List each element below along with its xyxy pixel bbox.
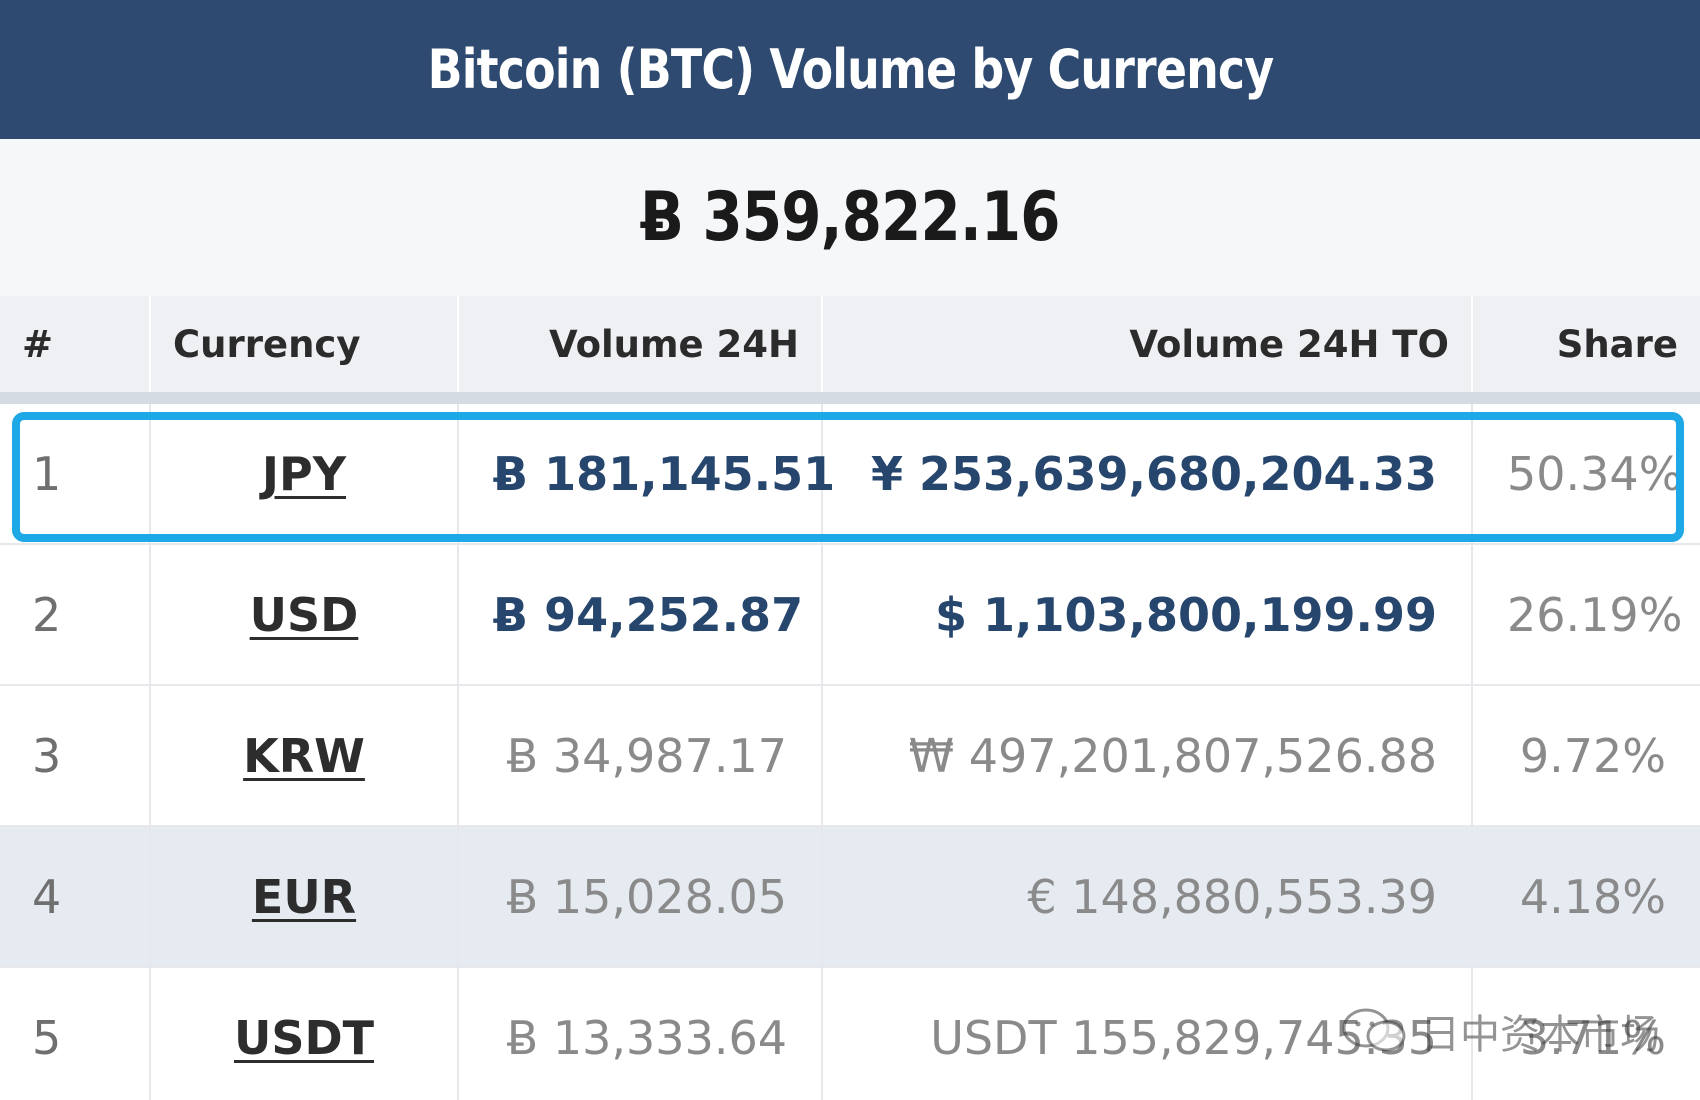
page-title: Bitcoin (BTC) Volume by Currency xyxy=(427,38,1274,101)
share-cell: 26.19% xyxy=(1472,544,1700,686)
share-cell: 9.72% xyxy=(1472,685,1700,827)
total-volume: Ƀ 359,822.16 xyxy=(640,178,1060,257)
title-bar: Bitcoin (BTC) Volume by Currency xyxy=(0,0,1700,139)
currency-cell: EUR xyxy=(150,826,459,968)
column-header-volume-24h-to[interactable]: Volume 24H TO xyxy=(822,296,1473,404)
currency-link-krw[interactable]: KRW xyxy=(243,728,365,783)
volume-24h-to-cell: $ 1,103,800,199.99 xyxy=(822,544,1473,686)
column-header-currency[interactable]: Currency xyxy=(150,296,459,404)
volume-24h-cell: Ƀ 94,252.87 xyxy=(458,544,823,686)
row-rank: 2 xyxy=(0,544,151,686)
currency-cell: JPY xyxy=(150,398,459,545)
volume-24h-cell: Ƀ 15,028.05 xyxy=(458,826,823,968)
table-row: 4 EUR Ƀ 15,028.05 € 148,880,553.39 4.18% xyxy=(0,826,1700,968)
row-rank: 1 xyxy=(0,398,151,545)
table-row: 2 USD Ƀ 94,252.87 $ 1,103,800,199.99 26.… xyxy=(0,544,1700,686)
currency-link-eur[interactable]: EUR xyxy=(251,869,357,924)
share-cell: 50.34% xyxy=(1472,398,1700,545)
table-row: 5 USDT Ƀ 13,333.64 USDT 155,829,745.35 3… xyxy=(0,967,1700,1100)
row-rank: 5 xyxy=(0,967,151,1100)
currency-cell: USDT xyxy=(150,967,459,1100)
currency-link-usd[interactable]: USD xyxy=(249,587,359,642)
column-header-rank[interactable]: # xyxy=(0,296,151,404)
currency-cell: USD xyxy=(150,544,459,686)
row-rank: 4 xyxy=(0,826,151,968)
currency-link-jpy[interactable]: JPY xyxy=(261,446,347,501)
volume-table: # Currency Volume 24H Volume 24H TO Shar… xyxy=(0,296,1700,1100)
table-header-row: # Currency Volume 24H Volume 24H TO Shar… xyxy=(0,296,1700,404)
share-cell: 3.71% xyxy=(1472,967,1700,1100)
volume-24h-to-cell: ¥ 253,639,680,204.33 xyxy=(822,398,1473,545)
volume-24h-to-cell: ₩ 497,201,807,526.88 xyxy=(822,685,1473,827)
table-row: 1 JPY Ƀ 181,145.51 ¥ 253,639,680,204.33 … xyxy=(0,398,1700,545)
volume-24h-cell: Ƀ 34,987.17 xyxy=(458,685,823,827)
row-rank: 3 xyxy=(0,685,151,827)
column-header-share[interactable]: Share xyxy=(1472,296,1700,404)
share-cell: 4.18% xyxy=(1472,826,1700,968)
total-volume-bar: Ƀ 359,822.16 xyxy=(0,139,1700,296)
volume-24h-cell: Ƀ 13,333.64 xyxy=(458,967,823,1100)
column-header-volume-24h[interactable]: Volume 24H xyxy=(458,296,823,404)
volume-24h-to-cell: € 148,880,553.39 xyxy=(822,826,1473,968)
volume-24h-to-cell: USDT 155,829,745.35 xyxy=(822,967,1473,1100)
volume-24h-cell: Ƀ 181,145.51 xyxy=(458,398,835,545)
currency-link-usdt[interactable]: USDT xyxy=(233,1010,375,1065)
currency-cell: KRW xyxy=(150,685,459,827)
table-row: 3 KRW Ƀ 34,987.17 ₩ 497,201,807,526.88 9… xyxy=(0,685,1700,827)
